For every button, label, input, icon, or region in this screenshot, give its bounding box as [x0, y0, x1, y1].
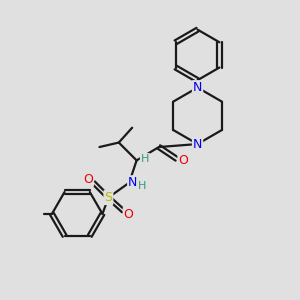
Text: O: O [83, 172, 93, 186]
Text: N: N [193, 81, 202, 94]
Text: O: O [124, 208, 134, 221]
Text: H: H [141, 154, 149, 164]
Text: H: H [137, 181, 146, 191]
Text: O: O [178, 154, 188, 167]
Text: S: S [104, 191, 112, 204]
Text: N: N [193, 138, 202, 151]
Text: N: N [128, 176, 137, 189]
